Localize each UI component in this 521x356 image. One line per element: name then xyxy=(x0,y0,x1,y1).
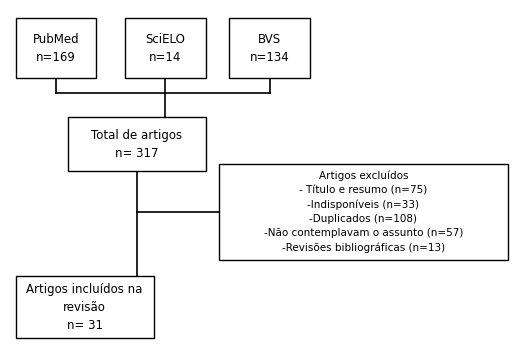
Text: BVS
n=134: BVS n=134 xyxy=(250,32,290,64)
Text: Total de artigos
n= 317: Total de artigos n= 317 xyxy=(91,129,182,160)
FancyBboxPatch shape xyxy=(16,276,154,338)
FancyBboxPatch shape xyxy=(219,164,508,260)
FancyBboxPatch shape xyxy=(125,18,206,78)
Text: Artigos incluídos na
revisão
n= 31: Artigos incluídos na revisão n= 31 xyxy=(27,283,143,331)
Text: SciELO
n=14: SciELO n=14 xyxy=(145,32,185,64)
FancyBboxPatch shape xyxy=(229,18,310,78)
FancyBboxPatch shape xyxy=(16,18,96,78)
Text: Artigos excluídos
- Título e resumo (n=75)
-Indisponíveis (n=33)
-Duplicados (n=: Artigos excluídos - Título e resumo (n=7… xyxy=(264,171,463,253)
FancyBboxPatch shape xyxy=(68,117,206,171)
Text: PubMed
n=169: PubMed n=169 xyxy=(33,32,79,64)
